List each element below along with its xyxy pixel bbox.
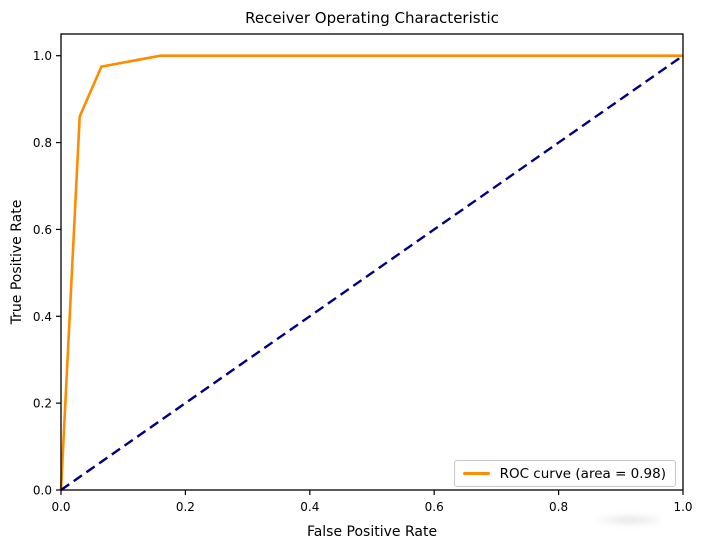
- y-tick-label: 0.6: [33, 223, 52, 237]
- y-axis-label: True Positive Rate: [9, 200, 25, 326]
- x-axis-label: False Positive Rate: [307, 524, 437, 540]
- x-tick-label: 0.2: [176, 500, 195, 514]
- legend-roc-line-swatch: [462, 472, 490, 475]
- y-tick-label: 1.0: [33, 49, 52, 63]
- x-tick-label: 0.0: [51, 500, 70, 514]
- x-tick-label: 1.0: [673, 500, 692, 514]
- y-tick-label: 0.0: [33, 484, 52, 498]
- x-tick-label: 0.4: [300, 500, 319, 514]
- y-tick-label: 0.8: [33, 136, 52, 150]
- y-tick-label: 0.2: [33, 397, 52, 411]
- chart-title: Receiver Operating Characteristic: [245, 9, 499, 27]
- roc-curve-line: [59, 54, 683, 491]
- chance-diagonal-line: [60, 54, 684, 491]
- legend-box: ROC curve (area = 0.98): [453, 460, 676, 487]
- plot-area: 0.0 0.2 0.4 0.6 0.8 1.0 0.0 0.2 0.4 0.6 0.8 1.0: [33, 33, 693, 514]
- legend-label: ROC curve (area = 0.98): [499, 465, 666, 482]
- y-tick-label: 0.4: [33, 310, 52, 324]
- x-tick-label: 0.8: [549, 500, 568, 514]
- axes-spines: [60, 33, 684, 491]
- x-tick-label: 0.6: [425, 500, 444, 514]
